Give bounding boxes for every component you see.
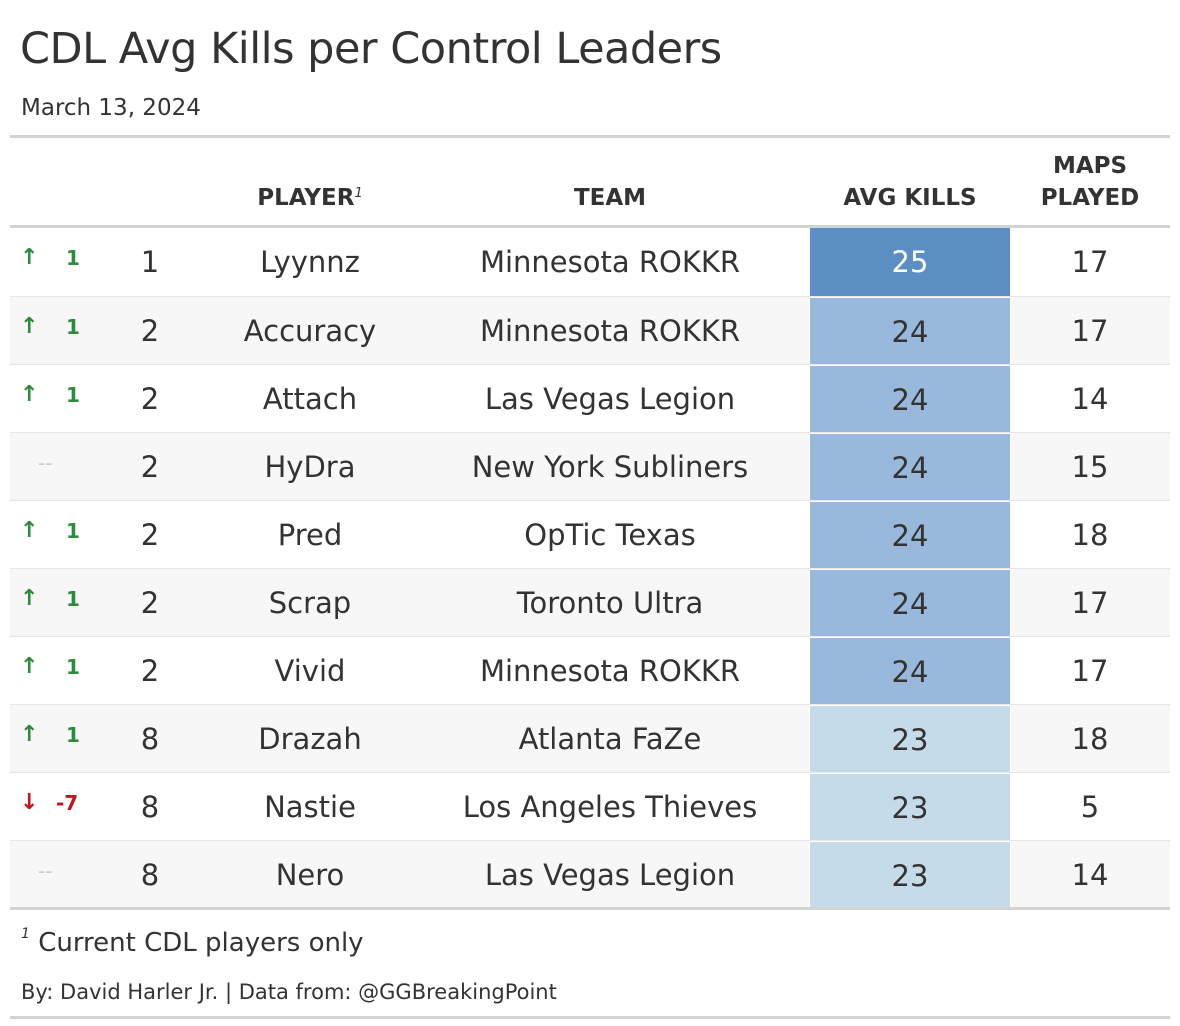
maps-played-cell: 15 [1071,450,1109,484]
table-row: ↑ 1 2 Attach Las Vegas Legion 24 14 [10,364,1170,433]
arrow-up-icon: ↑ [20,722,39,747]
table-row: -- 8 Nero Las Vegas Legion 23 14 [10,840,1170,909]
maps-played-cell: 17 [1071,654,1109,688]
rank-change: -- [38,451,53,475]
player-cell: HyDra [264,450,356,484]
table-row: ↑ 1 2 Scrap Toronto Ultra 24 17 [10,568,1170,637]
rank-cell: 8 [140,790,160,824]
column-header-maps-played-line1: MAPS [1052,153,1128,179]
player-cell: Lyynnz [260,245,360,279]
rank-change: -7 [56,791,79,815]
column-header-player-label: PLAYER [257,185,355,211]
arrow-down-icon: ↓ [20,790,39,815]
rank-change: 1 [66,519,80,543]
table-row: ↑ 1 8 Drazah Atlanta FaZe 23 18 [10,704,1170,773]
team-cell: Minnesota ROKKR [479,245,741,279]
avg-kills-cell: 25 [809,228,1011,296]
player-cell: Nastie [264,790,356,824]
rank-cell: 2 [140,382,160,416]
player-cell: Nero [275,858,345,892]
player-cell: Attach [262,382,358,416]
player-cell: Pred [277,518,343,552]
rank-cell: 2 [140,518,160,552]
player-cell: Drazah [258,722,362,756]
table-row: ↑ 1 2 Accuracy Minnesota ROKKR 24 17 [10,296,1170,365]
player-footnote-mark: 1 [354,186,363,201]
team-cell: Minnesota ROKKR [479,314,741,348]
maps-played-cell: 17 [1071,586,1109,620]
avg-kills-cell: 24 [809,365,1011,433]
arrow-up-icon: ↑ [20,314,39,339]
team-cell: Las Vegas Legion [484,382,736,416]
bottom-rule [10,907,1170,910]
avg-kills-cell: 23 [809,841,1011,909]
table-row: ↓ -7 8 Nastie Los Angeles Thieves 23 5 [10,772,1170,841]
rank-cell: 2 [140,450,160,484]
maps-played-cell: 17 [1071,314,1109,348]
rank-cell: 2 [140,654,160,688]
avg-kills-cell: 24 [809,297,1011,365]
column-header-player: PLAYER1 [230,182,390,214]
credit-line: By: David Harler Jr. | Data from: @GGBre… [21,980,557,1004]
top-rule [10,135,1170,138]
avg-kills-cell: 23 [809,773,1011,841]
rank-cell: 2 [140,586,160,620]
rank-change: 1 [66,383,80,407]
header-rule [10,225,1170,228]
rank-change: -- [38,859,53,883]
team-cell: New York Subliners [471,450,749,484]
leaders-table: ↑ 1 1 Lyynnz Minnesota ROKKR 25 17 ↑ 1 2 Accuracy M… [10,228,1170,909]
footnote-mark: 1 [21,926,30,942]
maps-played-cell: 18 [1071,722,1109,756]
column-header-avg-kills: AVG KILLS [843,185,977,211]
avg-kills-cell: 24 [809,501,1011,569]
team-cell: Toronto Ultra [516,586,704,620]
table-row: ↑ 1 1 Lyynnz Minnesota ROKKR 25 17 [10,228,1170,296]
avg-kills-cell: 24 [809,569,1011,637]
rank-change: 1 [66,587,80,611]
arrow-up-icon: ↑ [20,245,39,270]
footnote: 1 Current CDL players only [21,926,364,958]
rank-cell: 2 [140,314,160,348]
player-cell: Vivid [274,654,346,688]
table-row: -- 2 HyDra New York Subliners 24 15 [10,432,1170,501]
rank-change: 1 [66,723,80,747]
column-header-team: TEAM [573,185,647,211]
player-cell: Scrap [268,586,352,620]
footnote-text: Current CDL players only [38,928,364,958]
avg-kills-cell: 24 [809,637,1011,705]
rank-change: 1 [66,246,80,270]
maps-played-cell: 17 [1071,245,1109,279]
maps-played-cell: 14 [1071,382,1109,416]
rank-cell: 8 [140,722,160,756]
maps-played-cell: 5 [1080,790,1100,824]
column-header-maps-played-line2: PLAYED [1040,185,1140,211]
avg-kills-cell: 23 [809,705,1011,773]
maps-played-cell: 14 [1071,858,1109,892]
maps-played-cell: 18 [1071,518,1109,552]
arrow-up-icon: ↑ [20,654,39,679]
team-cell: Las Vegas Legion [484,858,736,892]
team-cell: Atlanta FaZe [518,722,702,756]
arrow-up-icon: ↑ [20,382,39,407]
avg-kills-cell: 24 [809,433,1011,501]
team-cell: OpTic Texas [524,518,696,552]
page-subtitle: March 13, 2024 [21,95,201,121]
table-row: ↑ 1 2 Vivid Minnesota ROKKR 24 17 [10,636,1170,705]
player-cell: Accuracy [243,314,377,348]
rank-change: 1 [66,655,80,679]
team-cell: Minnesota ROKKR [479,654,741,688]
arrow-up-icon: ↑ [20,586,39,611]
team-cell: Los Angeles Thieves [462,790,758,824]
page-title: CDL Avg Kills per Control Leaders [20,24,722,74]
rank-cell: 1 [140,245,160,279]
table-row: ↑ 1 2 Pred OpTic Texas 24 18 [10,500,1170,569]
rank-change: 1 [66,315,80,339]
rank-cell: 8 [140,858,160,892]
arrow-up-icon: ↑ [20,518,39,543]
footer-rule [10,1016,1170,1019]
